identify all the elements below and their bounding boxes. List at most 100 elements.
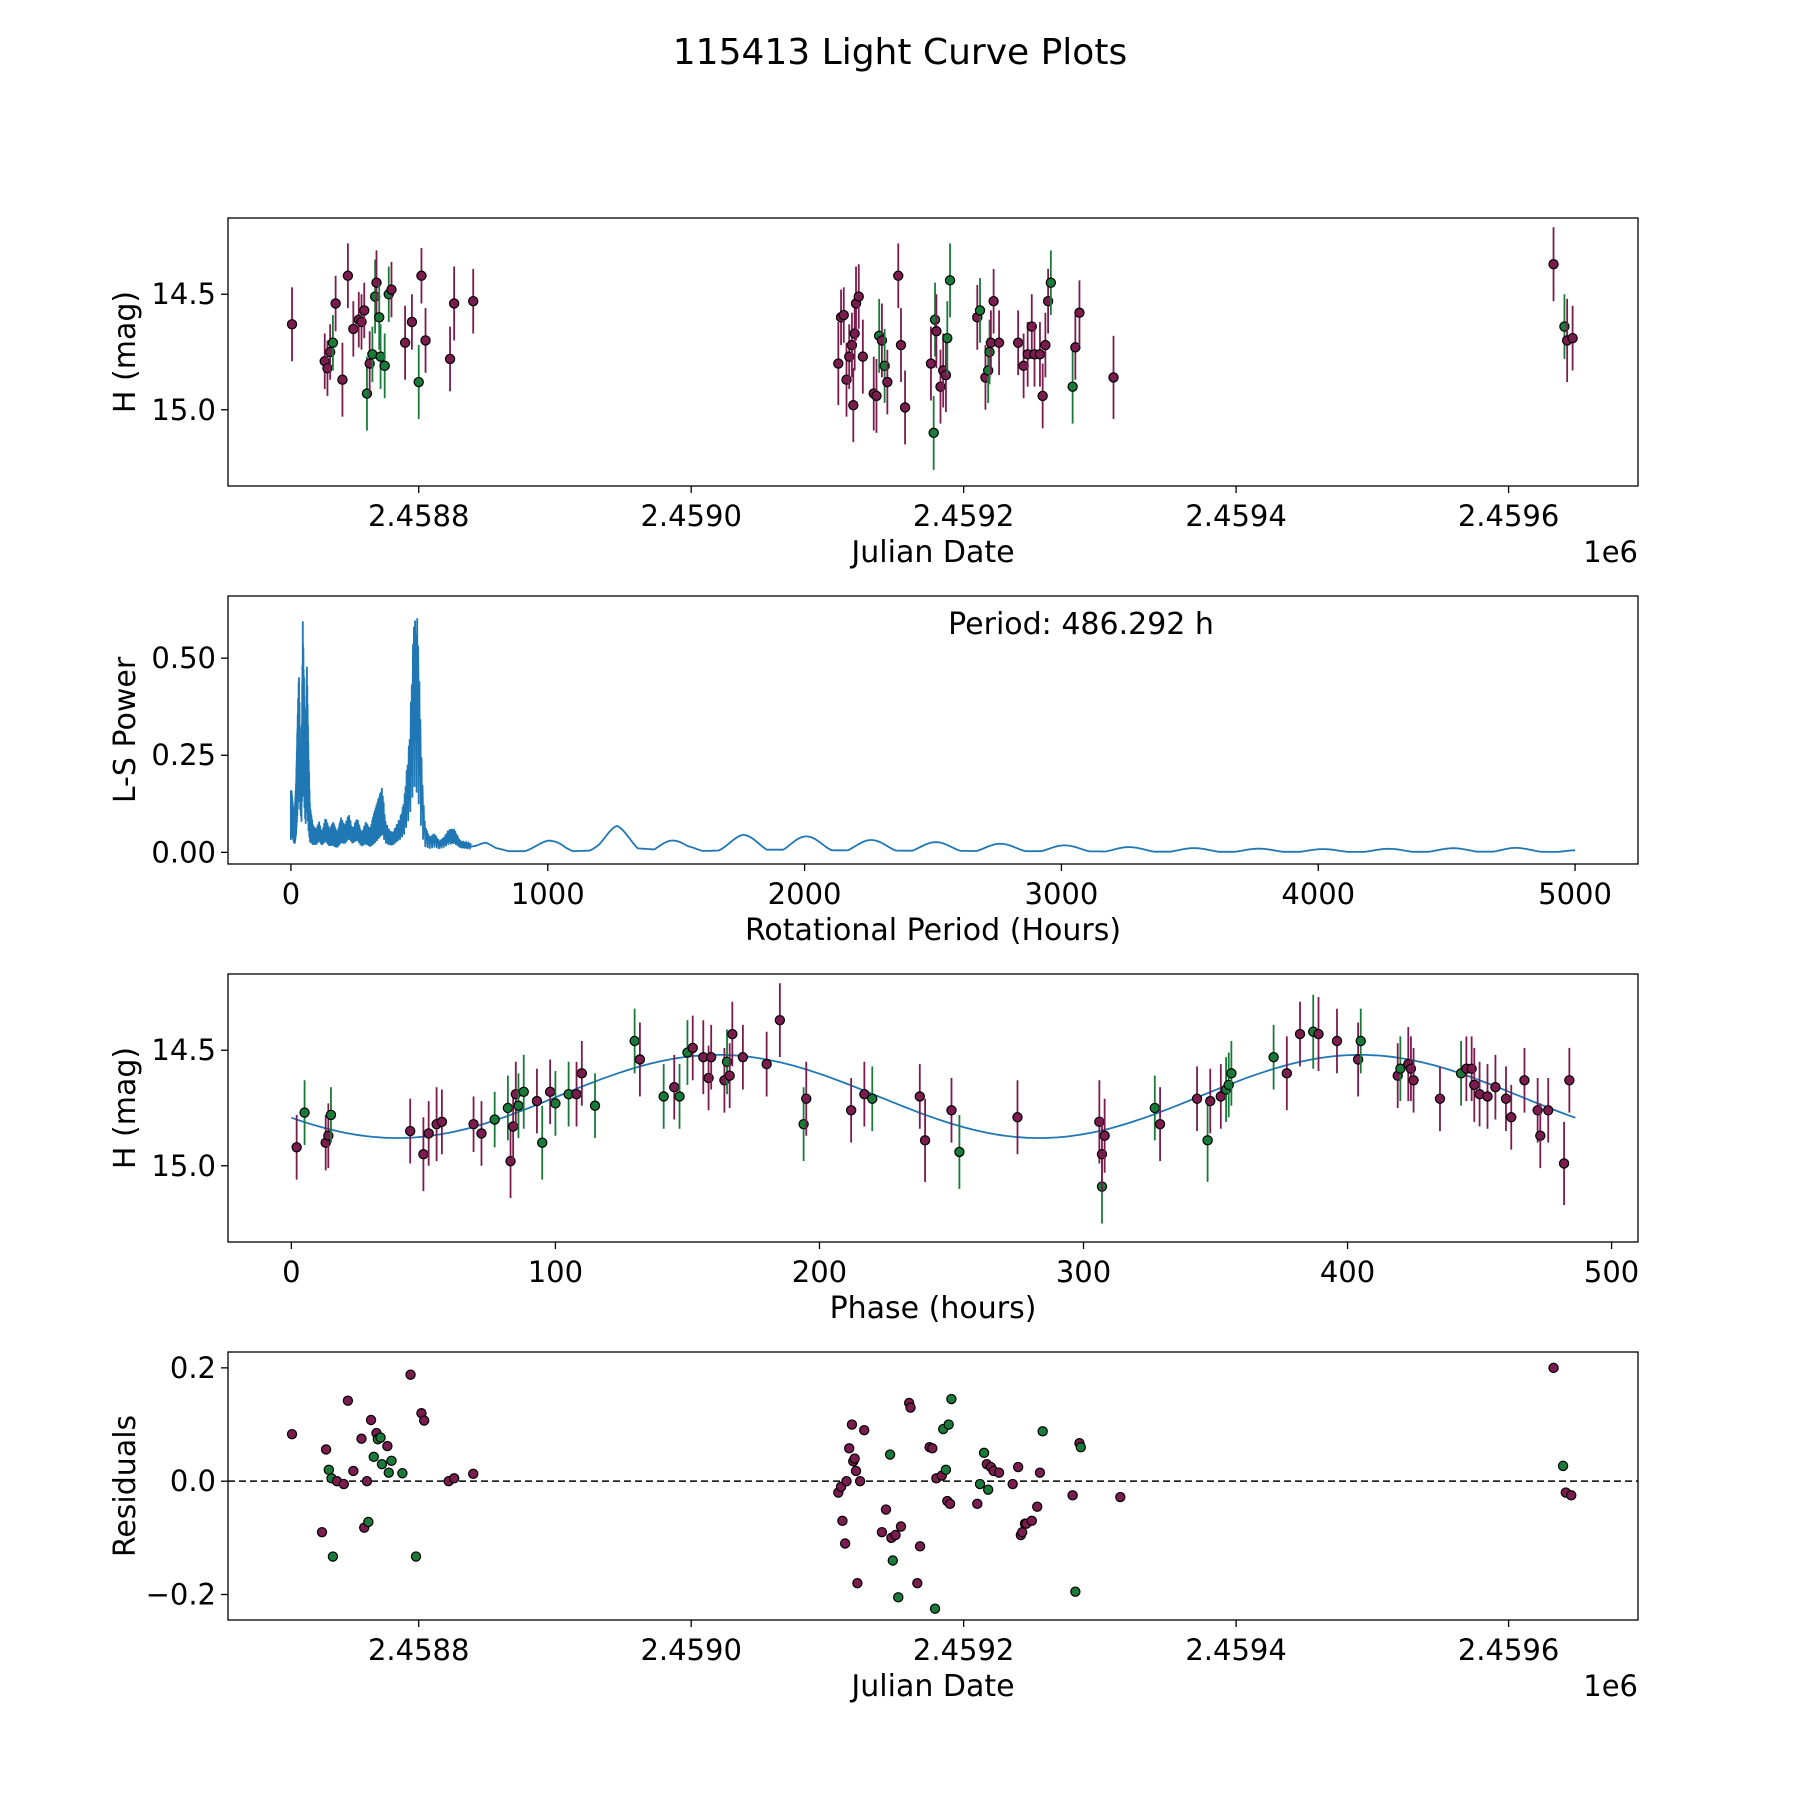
data-point [576, 1068, 588, 1079]
residuals-panel: 2.4588 2.4590 2.4592 2.4594 2.4596 0.2 0.0 −0.2… [108, 1351, 1639, 1704]
model-fit-curve [291, 1054, 1576, 1139]
data-point [993, 1467, 1005, 1478]
plot-frame [227, 973, 1639, 1243]
x-tick-label: 2.4592 [913, 1633, 1014, 1667]
data-point [844, 1443, 855, 1454]
data-point [544, 1086, 556, 1098]
data-point [893, 270, 904, 281]
data-point [448, 298, 460, 309]
data-point [982, 1484, 994, 1495]
plot-data [286, 227, 1578, 470]
data-point [418, 1149, 429, 1160]
data-point [531, 1095, 543, 1107]
data-point [468, 295, 479, 307]
data-point [912, 1577, 923, 1589]
data-point [356, 1433, 367, 1444]
data-point [846, 1419, 858, 1430]
data-point [1268, 1051, 1279, 1063]
data-point [1281, 1068, 1293, 1079]
data-point [375, 1432, 386, 1443]
data-point [286, 319, 298, 330]
y-axis-label: H (mag) [108, 1047, 143, 1169]
data-point [706, 1051, 717, 1063]
data-point [1034, 349, 1046, 360]
data-point [1067, 1490, 1078, 1501]
data-point [895, 1521, 907, 1532]
x-axis-label: Phase (hours) [830, 1291, 1037, 1326]
x-axis-label: Julian Date [849, 1669, 1014, 1704]
data-point [1205, 1095, 1216, 1107]
phased-lightcurve-panel: 0 100 200 300 400 500 15.0 14.5 Phase (hours) H (… [108, 973, 1639, 1326]
data-point [634, 1054, 646, 1065]
data-point [1191, 1093, 1203, 1104]
data-point [857, 351, 869, 362]
x-tick-label: 100 [528, 1255, 583, 1289]
data-point [1202, 1135, 1213, 1146]
data-point [993, 337, 1005, 348]
data-point [348, 1465, 359, 1477]
data-point [410, 1551, 422, 1562]
data-point [919, 1135, 931, 1146]
data-point [669, 1082, 680, 1093]
x-tick-label: 0 [282, 877, 300, 911]
data-point [1500, 1093, 1512, 1104]
y-tick-label: 14.5 [151, 1033, 216, 1067]
data-point [1558, 1158, 1570, 1169]
data-point [476, 1128, 487, 1139]
x-tick-label: 2000 [768, 877, 842, 911]
data-point [1026, 1515, 1037, 1527]
data-point [1519, 1075, 1530, 1086]
data-point [914, 1091, 925, 1102]
x-tick-label: 1000 [511, 877, 585, 911]
data-point [374, 312, 385, 323]
data-point [502, 1102, 514, 1114]
data-point [330, 298, 341, 309]
data-point [905, 1402, 916, 1413]
plot-data [228, 1362, 1638, 1614]
data-point [518, 1086, 529, 1098]
data-point [550, 1098, 561, 1109]
data-point [413, 376, 424, 388]
data-point [931, 326, 942, 337]
data-point [1007, 1478, 1018, 1490]
x-tick-label: 0 [282, 1255, 300, 1289]
data-point [849, 328, 860, 339]
data-point [854, 1475, 866, 1487]
data-point [737, 1051, 749, 1063]
data-point [468, 1468, 479, 1480]
data-point [444, 353, 456, 365]
data-point [984, 346, 995, 358]
data-point [946, 1105, 957, 1116]
data-point [884, 1449, 896, 1460]
data-point [801, 1093, 812, 1104]
data-point [1099, 1130, 1110, 1141]
data-point [1567, 332, 1578, 344]
data-point [925, 358, 937, 369]
data-point [852, 1577, 863, 1589]
data-point [436, 1116, 448, 1128]
y-axis-label: H (mag) [108, 291, 143, 413]
y-tick-label: 0.50 [151, 641, 216, 675]
data-point [1506, 1112, 1517, 1123]
data-point [386, 284, 397, 295]
data-point [1313, 1028, 1324, 1040]
x-tick-label: 5000 [1538, 877, 1612, 911]
data-point [342, 270, 354, 281]
data-point [571, 1088, 582, 1100]
plot-frame [227, 1351, 1639, 1621]
y-tick-label: 0.00 [151, 835, 216, 869]
data-point [368, 1451, 379, 1463]
y-tick-label: 15.0 [151, 393, 216, 427]
data-point [929, 1603, 941, 1614]
data-point [1075, 1441, 1087, 1453]
data-point [727, 1028, 738, 1040]
data-point [1067, 381, 1078, 392]
data-point [404, 1125, 416, 1137]
data-point [1557, 1460, 1569, 1472]
y-axis-label: Residuals [108, 1415, 143, 1557]
x-axis-label: Rotational Period (Hours) [745, 913, 1121, 948]
data-point [724, 1070, 735, 1081]
data-point [859, 1088, 870, 1100]
data-point [1564, 1075, 1575, 1086]
